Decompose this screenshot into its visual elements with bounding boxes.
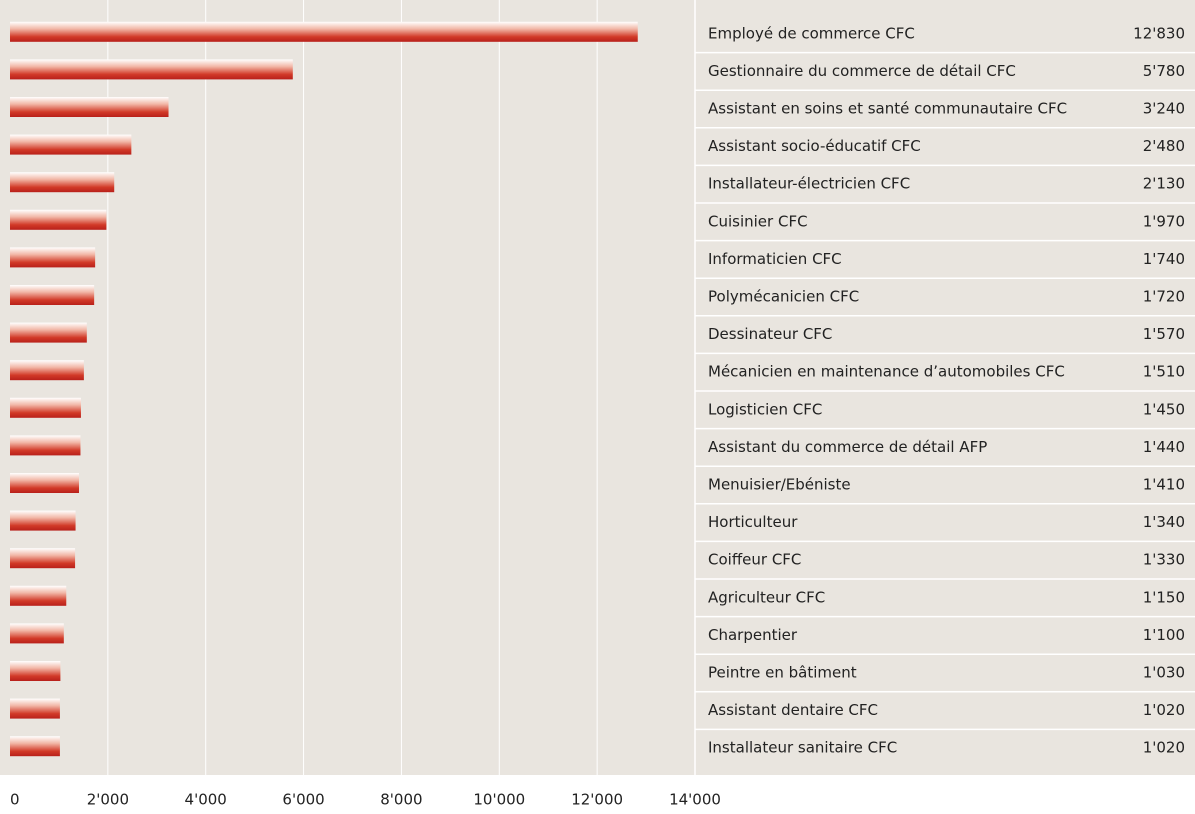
bar — [10, 510, 76, 531]
bar — [10, 661, 61, 681]
value-label: 1'510 — [1143, 363, 1185, 381]
value-label: 1'030 — [1143, 664, 1185, 682]
value-label: 1'330 — [1143, 551, 1185, 569]
category-label: Installateur-électricien CFC — [708, 175, 910, 193]
category-label: Polymécanicien CFC — [708, 288, 859, 306]
value-label: 5'780 — [1143, 62, 1185, 80]
bar — [10, 360, 84, 381]
value-label: 1'740 — [1143, 250, 1185, 268]
value-label: 1'970 — [1143, 212, 1185, 230]
bar — [10, 736, 60, 757]
category-label: Assistant du commerce de détail AFP — [708, 438, 987, 456]
bar — [10, 698, 60, 719]
bar — [10, 623, 64, 644]
category-label: Informaticien CFC — [708, 250, 842, 268]
x-tick-label: 0 — [10, 791, 20, 809]
value-label: 3'240 — [1143, 100, 1185, 118]
bar — [10, 21, 638, 42]
category-label: Mécanicien en maintenance d’automobiles … — [708, 363, 1065, 381]
x-tick-label: 4'000 — [185, 791, 227, 809]
x-tick-label: 8'000 — [380, 791, 422, 809]
category-label: Installateur sanitaire CFC — [708, 739, 897, 757]
value-label: 1'410 — [1143, 476, 1185, 494]
bar — [10, 59, 293, 80]
value-label: 1'720 — [1143, 288, 1185, 306]
category-label: Horticulteur — [708, 513, 798, 531]
x-tick-label: 10'000 — [473, 791, 525, 809]
bar — [10, 209, 107, 230]
bar — [10, 172, 115, 193]
bar — [10, 548, 76, 569]
category-label: Peintre en bâtiment — [708, 664, 857, 682]
category-label: Employé de commerce CFC — [708, 24, 915, 42]
value-label: 12'830 — [1133, 24, 1185, 42]
bar — [10, 285, 95, 305]
category-label: Gestionnaire du commerce de détail CFC — [708, 62, 1016, 80]
category-label: Cuisinier CFC — [708, 212, 808, 230]
category-label: Dessinateur CFC — [708, 325, 832, 343]
category-label: Coiffeur CFC — [708, 551, 801, 569]
value-label: 1'100 — [1143, 626, 1185, 644]
x-tick-label: 2'000 — [87, 791, 129, 809]
bar — [10, 435, 81, 456]
category-label: Menuisier/Ebéniste — [708, 476, 851, 494]
value-label: 1'570 — [1143, 325, 1185, 343]
bar — [10, 585, 67, 606]
category-label: Assistant dentaire CFC — [708, 701, 878, 719]
category-label: Assistant socio-éducatif CFC — [708, 137, 921, 155]
category-label: Assistant en soins et santé communautair… — [708, 100, 1067, 118]
value-label: 1'150 — [1143, 588, 1185, 606]
bar — [10, 97, 169, 117]
value-label: 1'340 — [1143, 513, 1185, 531]
x-tick-label: 12'000 — [571, 791, 623, 809]
category-label: Agriculteur CFC — [708, 588, 825, 606]
value-label: 2'480 — [1143, 137, 1185, 155]
x-tick-label: 6'000 — [282, 791, 324, 809]
bar — [10, 247, 96, 268]
category-label: Logisticien CFC — [708, 400, 822, 418]
bar — [10, 134, 132, 155]
value-label: 1'020 — [1143, 701, 1185, 719]
bar — [10, 473, 79, 493]
category-label: Charpentier — [708, 626, 798, 644]
value-label: 1'440 — [1143, 438, 1185, 456]
bar — [10, 397, 81, 418]
x-tick-label: 14'000 — [669, 791, 721, 809]
bar — [10, 322, 87, 343]
value-label: 1'020 — [1143, 739, 1185, 757]
value-label: 1'450 — [1143, 400, 1185, 418]
value-label: 2'130 — [1143, 175, 1185, 193]
